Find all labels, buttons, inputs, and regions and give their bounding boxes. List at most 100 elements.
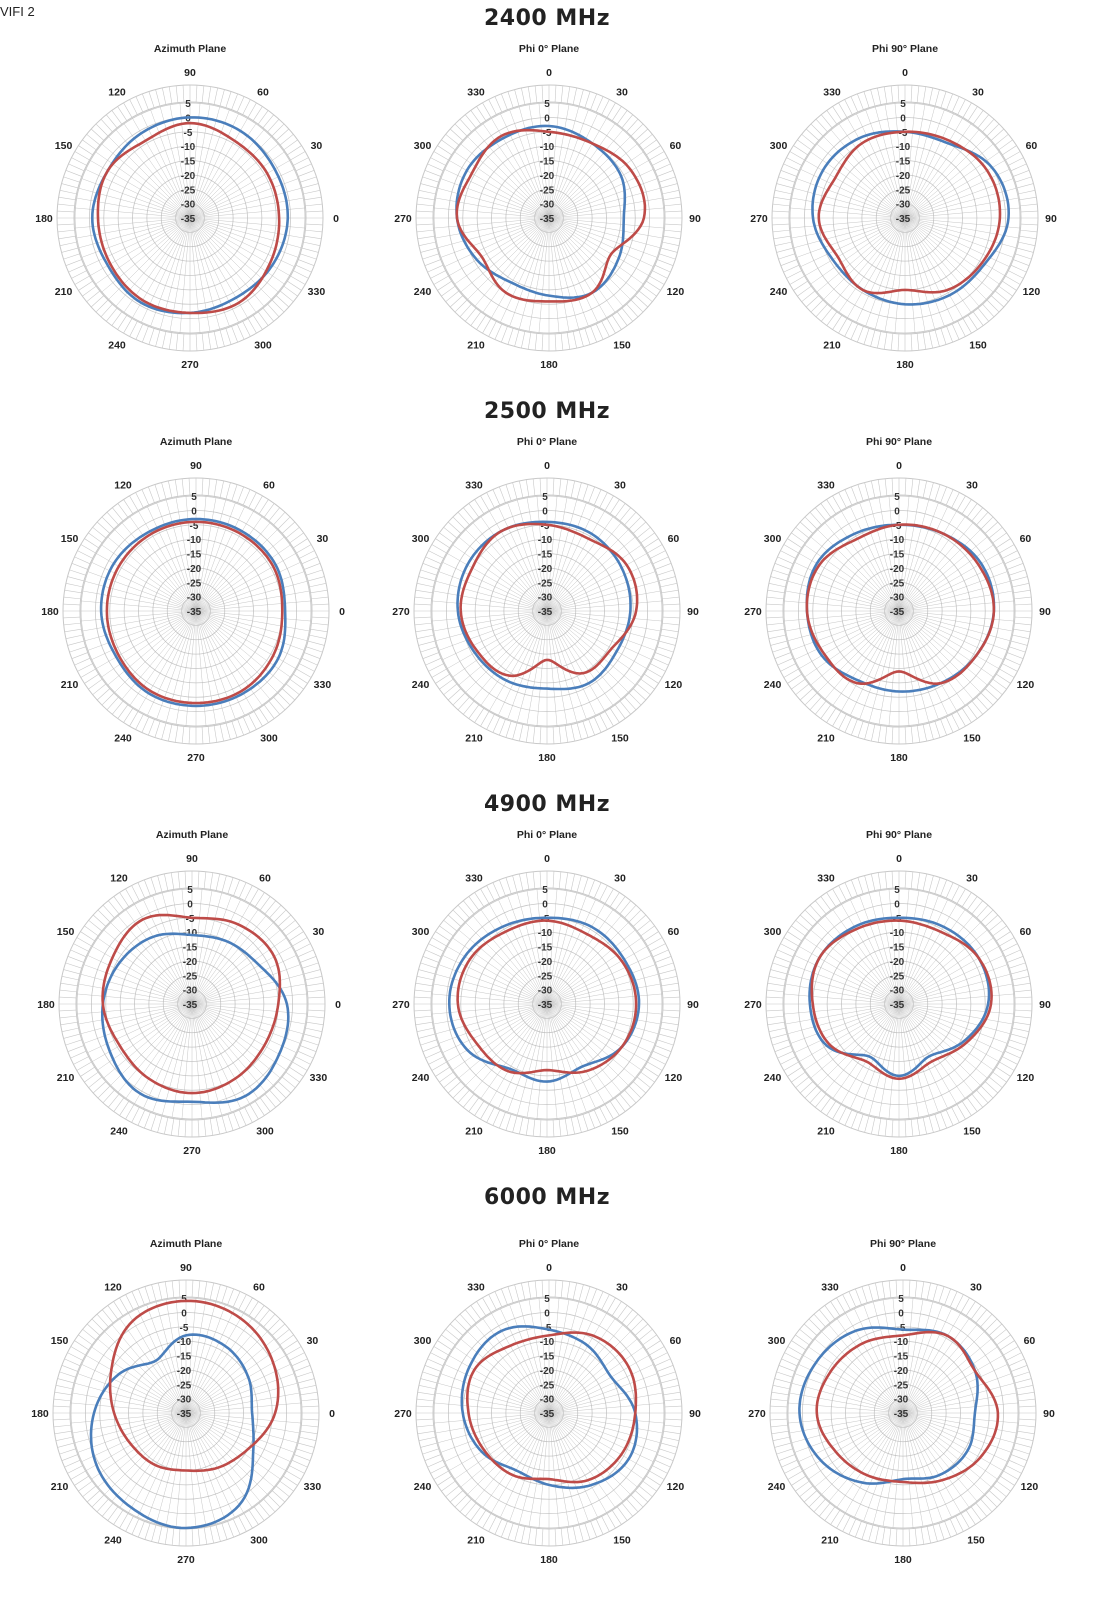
- radial-tick-label: -25: [183, 971, 198, 982]
- angle-label: 120: [108, 87, 126, 99]
- radial-tick-label: -5: [543, 128, 552, 139]
- angle-label: 270: [177, 1554, 195, 1566]
- angle-label: 330: [465, 480, 483, 492]
- radial-tick-label: -30: [538, 986, 553, 997]
- angle-label: 300: [412, 926, 430, 938]
- radial-tick-label: -5: [180, 1323, 189, 1334]
- radial-tick-label: 0: [181, 1308, 187, 1319]
- radial-tick-label: -25: [538, 971, 553, 982]
- angle-label: 0: [333, 213, 339, 225]
- angle-label: 270: [181, 359, 199, 371]
- angle-label: 330: [817, 480, 835, 492]
- radial-tick-label: -10: [540, 1337, 555, 1348]
- angle-label: 120: [667, 1481, 685, 1493]
- polar-chart-6000-phi0: Phi 0° Plane 5 0 -5 -10 -15 -20 -25 -30 -35 0 30 60 9…: [369, 1233, 729, 1593]
- radial-tick-label: -5: [893, 914, 902, 925]
- radial-tick-label: -15: [538, 943, 553, 954]
- radial-tick-label: -30: [177, 1395, 192, 1406]
- radial-tick-label: -20: [177, 1366, 192, 1377]
- angle-label: 60: [1024, 1335, 1036, 1347]
- angle-label: 30: [616, 87, 628, 99]
- radial-tick-label: 5: [544, 1294, 550, 1305]
- polar-chart-4900-phi90: Phi 90° Plane 5 0 -5 -10 -15 -20 -25 -30 -35 0 30 60…: [719, 824, 1079, 1184]
- radial-tick-label: -25: [896, 185, 911, 196]
- radial-tick-label: -20: [183, 957, 198, 968]
- angle-label: 240: [412, 1072, 430, 1084]
- radial-tick-label: -30: [181, 200, 196, 211]
- angle-label: 30: [614, 873, 626, 885]
- angle-label: 180: [894, 1554, 912, 1566]
- radial-tick-label: 0: [542, 506, 548, 517]
- outer-tick-band: [56, 84, 324, 352]
- angle-label: 90: [689, 1408, 701, 1420]
- angle-label: 210: [817, 732, 835, 744]
- angle-label: 330: [467, 87, 485, 99]
- angle-label: 150: [611, 732, 629, 744]
- radial-tick-label: -20: [896, 171, 911, 182]
- radial-tick-label: -10: [890, 535, 905, 546]
- radial-tick-label: -30: [538, 593, 553, 604]
- angle-label: 330: [823, 87, 841, 99]
- angle-label: 270: [392, 999, 410, 1011]
- radial-tick-label: -15: [890, 943, 905, 954]
- angle-label: 300: [260, 732, 278, 744]
- angle-label: 330: [817, 873, 835, 885]
- angle-label: 210: [823, 339, 841, 351]
- angle-label: 210: [817, 1125, 835, 1137]
- angle-label: 60: [263, 480, 275, 492]
- page-label: VIFI 2: [0, 4, 35, 19]
- series-blue-line: [811, 130, 1011, 306]
- angle-label: 300: [254, 339, 272, 351]
- radial-tick-label: 0: [900, 113, 906, 124]
- angle-label: 300: [770, 140, 788, 152]
- angle-label: 60: [1020, 926, 1032, 938]
- angle-label: 270: [187, 752, 205, 764]
- angle-label: 90: [186, 853, 198, 865]
- angle-label: 30: [616, 1282, 628, 1294]
- angle-label: 0: [896, 853, 902, 865]
- series-red-line: [805, 523, 996, 685]
- group-title-6000: 6000 MHz: [484, 1185, 610, 1210]
- chart-title: Phi 0° Plane: [517, 829, 577, 841]
- radial-tick-label: -20: [540, 171, 555, 182]
- angle-label: 180: [540, 1554, 558, 1566]
- angle-label: 180: [896, 359, 914, 371]
- radial-tick-label: -30: [896, 200, 911, 211]
- angle-label: 90: [1039, 999, 1051, 1011]
- outer-tick-band: [62, 477, 330, 745]
- series-red-line: [817, 130, 1002, 295]
- chart-title: Phi 90° Plane: [870, 1238, 936, 1250]
- radial-tick-label: -25: [540, 185, 555, 196]
- angle-label: 150: [963, 732, 981, 744]
- angle-label: 150: [967, 1534, 985, 1546]
- series-blue-line: [460, 1325, 639, 1490]
- angle-label: 30: [966, 873, 978, 885]
- angle-label: 120: [1017, 1072, 1035, 1084]
- angle-label: 90: [687, 606, 699, 618]
- radial-tick-label: 0: [898, 1308, 904, 1319]
- radial-tick-label: -20: [538, 564, 553, 575]
- grid-spokes: [434, 1298, 664, 1528]
- angle-label: 30: [972, 87, 984, 99]
- angle-label: 60: [1020, 533, 1032, 545]
- angle-label: 30: [307, 1335, 319, 1347]
- radial-tick-label: 5: [191, 492, 197, 503]
- angle-label: 270: [394, 1408, 412, 1420]
- radial-tick-label: -35: [538, 607, 553, 618]
- outer-tick-band: [765, 870, 1033, 1138]
- chart-title: Phi 90° Plane: [872, 43, 938, 55]
- radial-tick-label: -30: [540, 200, 555, 211]
- angle-label: 240: [414, 286, 432, 298]
- radial-tick-label: -25: [894, 1380, 909, 1391]
- radial-tick-label: -10: [896, 142, 911, 153]
- series-blue-line: [101, 932, 290, 1105]
- angle-label: 330: [467, 1282, 485, 1294]
- radial-tick-label: -5: [541, 914, 550, 925]
- angle-label: 0: [902, 67, 908, 79]
- angle-label: 120: [1017, 679, 1035, 691]
- series-blue-line: [798, 1326, 979, 1485]
- angle-label: 240: [108, 339, 126, 351]
- radial-tick-label: -15: [540, 1352, 555, 1363]
- radial-tick-label: -35: [181, 214, 196, 225]
- radial-tick-label: 0: [544, 1308, 550, 1319]
